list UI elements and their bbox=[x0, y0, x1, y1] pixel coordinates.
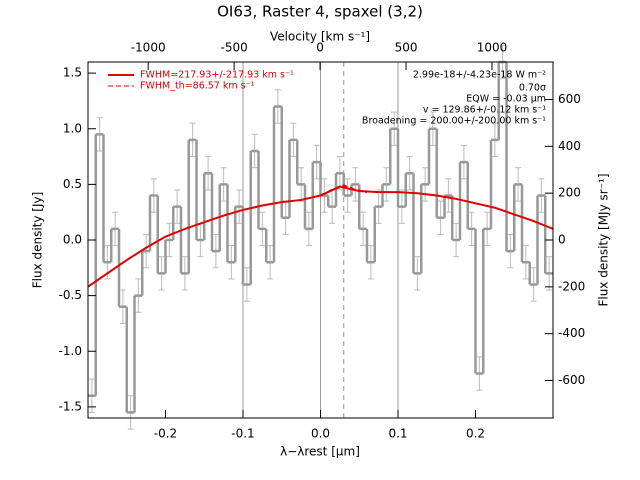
y-axis-label: Flux density [Jy] bbox=[31, 192, 45, 289]
x-tick-label: 0.2 bbox=[466, 427, 485, 441]
y-tick-label: 0.5 bbox=[63, 177, 82, 191]
x2-tick-label: -500 bbox=[221, 41, 248, 55]
y2-tick-label: -200 bbox=[558, 279, 585, 293]
chart-title: OI63, Raster 4, spaxel (3,2) bbox=[217, 3, 423, 21]
annotation: 2.99e-18+/-4.23e-18 W m⁻² bbox=[413, 70, 546, 81]
x2-tick-label: 1000 bbox=[477, 41, 508, 55]
y-tick-label: -1.0 bbox=[59, 344, 82, 358]
x2-tick-label: 0 bbox=[316, 41, 324, 55]
y2-tick-label: -600 bbox=[558, 373, 585, 387]
y-tick-label: 1.5 bbox=[63, 66, 82, 80]
y-tick-label: -1.5 bbox=[59, 399, 82, 413]
fit-line bbox=[320, 184, 368, 197]
y-tick-label: 1.0 bbox=[63, 121, 82, 135]
annotation: v = 129.86+/-0.12 km s⁻¹ bbox=[423, 105, 546, 116]
x2-axis-label: Velocity [km s⁻¹] bbox=[270, 30, 370, 44]
x-tick-label: 0.1 bbox=[388, 427, 407, 441]
annotation: Broadening = 200.00+/-200.00 km s⁻¹ bbox=[362, 116, 546, 127]
legend-label: FWHM=217.93+/-217.93 km s⁻¹ bbox=[140, 70, 294, 81]
legend-label: FWHM_th=86.57 km s⁻¹ bbox=[140, 81, 255, 92]
y2-tick-label: -400 bbox=[558, 326, 585, 340]
y2-tick-label: 200 bbox=[558, 186, 581, 200]
y2-tick-label: 600 bbox=[558, 92, 581, 106]
annotation: 0.70σ bbox=[519, 83, 546, 94]
x2-tick-label: 500 bbox=[395, 41, 418, 55]
y2-tick-label: 0 bbox=[558, 233, 566, 247]
x-tick-label: -0.2 bbox=[154, 427, 177, 441]
x2-tick-label: -1000 bbox=[131, 41, 166, 55]
y2-axis-label: Flux density [MJy sr⁻¹] bbox=[597, 173, 611, 306]
x-tick-label: -0.1 bbox=[231, 427, 254, 441]
annotation: EQW = -0.03 μm bbox=[466, 94, 546, 105]
x-tick-label: 0.0 bbox=[311, 427, 330, 441]
y-tick-label: 0.0 bbox=[63, 233, 82, 247]
y-tick-label: -0.5 bbox=[59, 288, 82, 302]
y2-tick-label: 400 bbox=[558, 139, 581, 153]
x-axis-label: λ−λrest [μm] bbox=[280, 445, 360, 459]
